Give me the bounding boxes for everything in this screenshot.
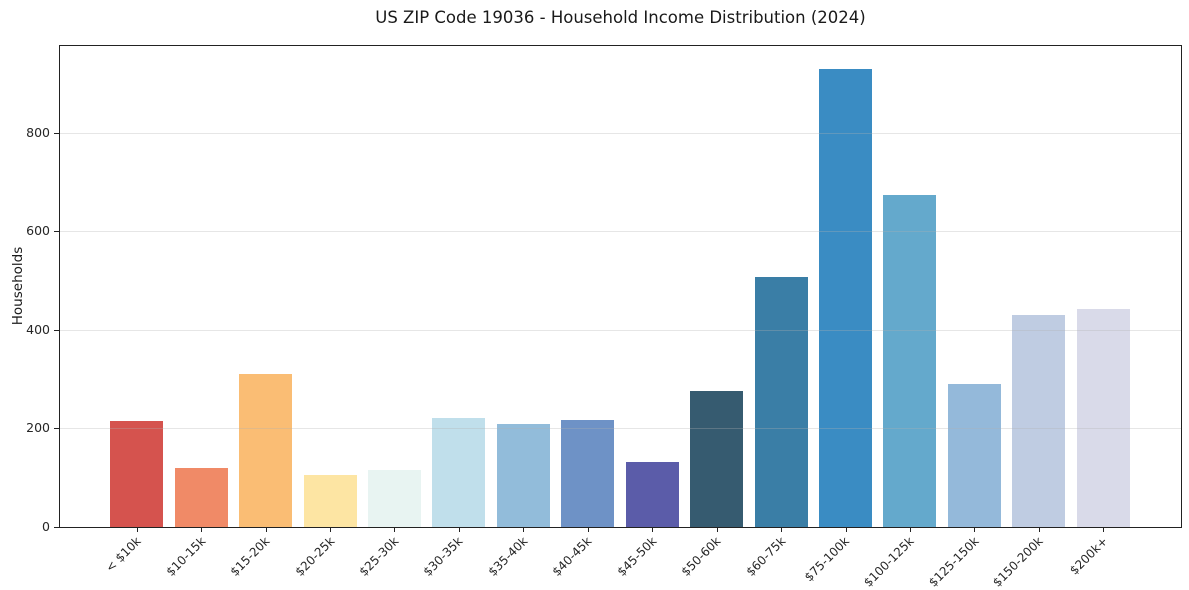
- x-tick-mark: [974, 528, 976, 532]
- bar: [239, 374, 293, 527]
- y-tick-label: 800: [26, 124, 50, 140]
- bar: [690, 390, 744, 527]
- y-tick-label: 200: [26, 420, 50, 436]
- x-tick-label-text: $30-35k: [420, 534, 466, 579]
- bar: [110, 421, 164, 527]
- x-tick-label-text: $20-25k: [292, 534, 337, 579]
- bar: [303, 474, 357, 527]
- x-tick-label-text: $40-45k: [549, 534, 595, 579]
- bar: [947, 384, 1001, 527]
- x-tick-label-text: $10-15k: [163, 534, 209, 579]
- x-tick-mark: [394, 528, 396, 532]
- x-tick-label-text: $45-50k: [614, 534, 660, 579]
- y-tick-mark: [54, 428, 59, 430]
- bar: [625, 461, 679, 527]
- gridline: [60, 231, 1181, 233]
- bar: [754, 277, 808, 527]
- y-tick-mark: [54, 329, 59, 331]
- y-tick-label: 400: [26, 321, 50, 337]
- bar: [1076, 308, 1130, 527]
- y-tick-mark: [54, 527, 59, 528]
- x-tick-label-text: < $10k: [102, 534, 144, 575]
- x-tick-mark: [587, 528, 589, 532]
- bar: [367, 470, 421, 527]
- x-tick-label-text: $60-75k: [743, 534, 788, 579]
- bar: [819, 68, 873, 527]
- x-tick-mark: [716, 528, 718, 532]
- y-tick-label: 0: [42, 519, 50, 534]
- x-tick-label-text: $25-30k: [356, 534, 402, 579]
- x-tick-label-text: $100-125k: [861, 534, 917, 590]
- x-tick-mark: [781, 528, 783, 532]
- bar: [561, 420, 615, 527]
- y-axis-label: Households: [10, 246, 26, 326]
- x-tick-mark: [265, 528, 267, 532]
- x-tick-label-text: $15-20k: [227, 534, 273, 579]
- plot-area: [59, 45, 1182, 528]
- x-tick-mark: [136, 528, 138, 532]
- y-tick-mark: [54, 132, 59, 134]
- x-tick-label-text: $35-40k: [485, 534, 531, 579]
- y-tick-label: 600: [26, 223, 50, 239]
- x-tick-mark: [330, 528, 332, 532]
- x-tick-mark: [458, 528, 460, 532]
- x-tick-label-text: $75-100k: [802, 534, 853, 585]
- x-tick-mark: [909, 528, 911, 532]
- x-tick-mark: [1038, 528, 1040, 532]
- x-tick-mark: [523, 528, 525, 532]
- bar: [496, 424, 550, 527]
- bar: [432, 417, 486, 527]
- x-tick-mark: [845, 528, 847, 532]
- x-tick-label-text: $50-60k: [678, 534, 724, 579]
- bar: [1012, 314, 1066, 527]
- y-tick-mark: [54, 231, 59, 233]
- bar: [174, 467, 228, 527]
- gridline: [60, 428, 1181, 430]
- bar: [883, 194, 937, 527]
- gridline: [60, 132, 1181, 134]
- chart-title: US ZIP Code 19036 - Household Income Dis…: [375, 8, 866, 27]
- x-tick-label-text: $200k+: [1066, 534, 1111, 578]
- gridline: [60, 329, 1181, 331]
- x-tick-mark: [1103, 528, 1105, 532]
- x-tick-mark: [652, 528, 654, 532]
- x-tick-label-text: $125-150k: [925, 534, 982, 590]
- x-tick-mark: [201, 528, 203, 532]
- x-tick-label-text: $150-200k: [990, 534, 1046, 590]
